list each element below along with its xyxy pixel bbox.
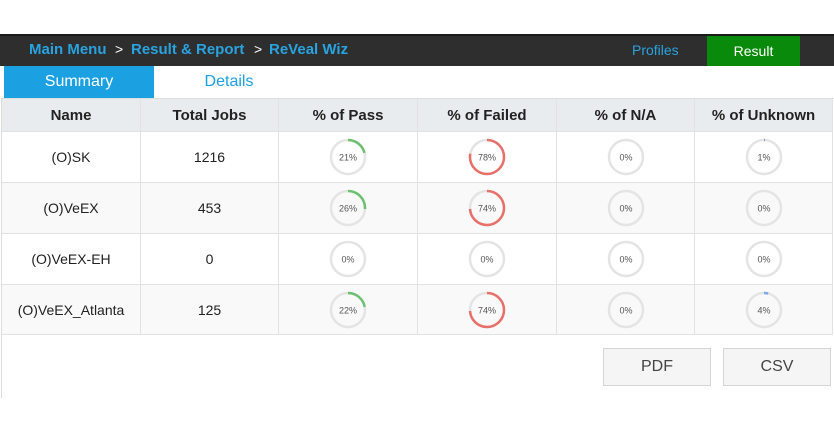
ring-arc <box>745 291 782 328</box>
percent-label: 0% <box>619 305 632 315</box>
percent-cell: 21% <box>279 132 418 183</box>
percent-ring: 78% <box>468 138 506 176</box>
ring-track <box>607 291 644 328</box>
percent-cell: 0% <box>557 183 695 234</box>
percent-cell: 74% <box>418 285 557 335</box>
percent-ring: 0% <box>607 138 644 176</box>
column-header: % of N/A <box>557 99 695 132</box>
breadcrumb-link[interactable]: Result & Report <box>131 41 245 58</box>
row-name: (O)VeEX <box>2 183 141 234</box>
ring-track <box>607 240 644 278</box>
breadcrumb-separator: > <box>115 41 124 57</box>
ring-arc <box>468 189 506 227</box>
tab[interactable]: Details <box>204 73 254 90</box>
total-jobs: 1216 <box>141 132 279 183</box>
result-button[interactable]: Result <box>707 36 800 66</box>
row-name: (O)VeEX_Atlanta <box>2 285 141 335</box>
percent-ring: 74% <box>468 291 506 328</box>
total-jobs: 125 <box>141 285 279 335</box>
ring-arc <box>468 291 506 328</box>
total-jobs: 0 <box>141 234 279 285</box>
row-name: (O)VeEX-EH <box>2 234 141 285</box>
column-header: % of Failed <box>418 99 557 132</box>
percent-ring: 0% <box>745 189 782 227</box>
percent-ring: 0% <box>745 240 782 278</box>
ring-track <box>607 138 644 176</box>
percent-cell: 0% <box>557 234 695 285</box>
ring-arc <box>745 138 782 176</box>
percent-ring: 0% <box>607 240 644 278</box>
percent-cell: 0% <box>557 132 695 183</box>
table-container <box>1 98 834 398</box>
column-header: % of Pass <box>279 99 418 132</box>
percent-cell: 26% <box>279 183 418 234</box>
percent-ring: 22% <box>329 291 367 328</box>
percent-cell: 0% <box>557 285 695 335</box>
percent-label: 4% <box>757 305 770 315</box>
profiles-link[interactable]: Profiles <box>632 42 679 58</box>
column-header: Total Jobs <box>141 99 279 132</box>
percent-ring: 1% <box>745 138 782 176</box>
percent-ring: 21% <box>329 138 367 176</box>
percent-label: 0% <box>619 254 632 264</box>
row-name: (O)SK <box>2 132 141 183</box>
percent-ring: 0% <box>607 189 644 227</box>
percent-label: 1% <box>757 152 770 162</box>
ring-track <box>607 189 644 227</box>
percent-label: 74% <box>478 203 496 213</box>
breadcrumb-separator: > <box>254 41 263 57</box>
percent-cell: 0% <box>279 234 418 285</box>
percent-label: 26% <box>339 203 357 213</box>
percent-label: 0% <box>619 152 632 162</box>
percent-cell: 22% <box>279 285 418 335</box>
percent-ring: 0% <box>329 240 367 278</box>
column-header: % of Unknown <box>695 99 833 132</box>
breadcrumb-link[interactable]: ReVeal Wiz <box>269 41 349 58</box>
tab[interactable]: Summary <box>4 66 154 98</box>
percent-cell: 4% <box>695 285 833 335</box>
percent-cell: 74% <box>418 183 557 234</box>
pdf-button[interactable]: PDF <box>603 348 711 386</box>
ring-arc <box>329 291 367 328</box>
csv-button[interactable]: CSV <box>723 348 831 386</box>
percent-label: 22% <box>339 305 357 315</box>
nav-bar <box>0 34 834 66</box>
ring-track <box>745 240 782 278</box>
percent-cell: 78% <box>418 132 557 183</box>
total-jobs: 453 <box>141 183 279 234</box>
ring-track <box>329 240 367 278</box>
percent-label: 0% <box>341 254 354 264</box>
percent-ring: 0% <box>607 291 644 328</box>
percent-label: 74% <box>478 305 496 315</box>
percent-ring: 26% <box>329 189 367 227</box>
ring-arc <box>329 189 367 227</box>
percent-cell: 1% <box>695 132 833 183</box>
ring-track <box>745 189 782 227</box>
percent-cell: 0% <box>695 183 833 234</box>
percent-ring: 4% <box>745 291 782 328</box>
percent-label: 0% <box>480 254 493 264</box>
percent-label: 0% <box>619 203 632 213</box>
percent-cell: 0% <box>418 234 557 285</box>
percent-label: 78% <box>478 152 496 162</box>
percent-ring: 74% <box>468 189 506 227</box>
percent-ring: 0% <box>468 240 506 278</box>
percent-label: 21% <box>339 152 357 162</box>
ring-track <box>468 240 506 278</box>
percent-label: 0% <box>757 254 770 264</box>
column-header: Name <box>2 99 141 132</box>
percent-cell: 0% <box>695 234 833 285</box>
ring-arc <box>329 138 367 176</box>
ring-arc <box>468 138 506 176</box>
breadcrumb-link[interactable]: Main Menu <box>29 41 107 58</box>
percent-label: 0% <box>757 203 770 213</box>
